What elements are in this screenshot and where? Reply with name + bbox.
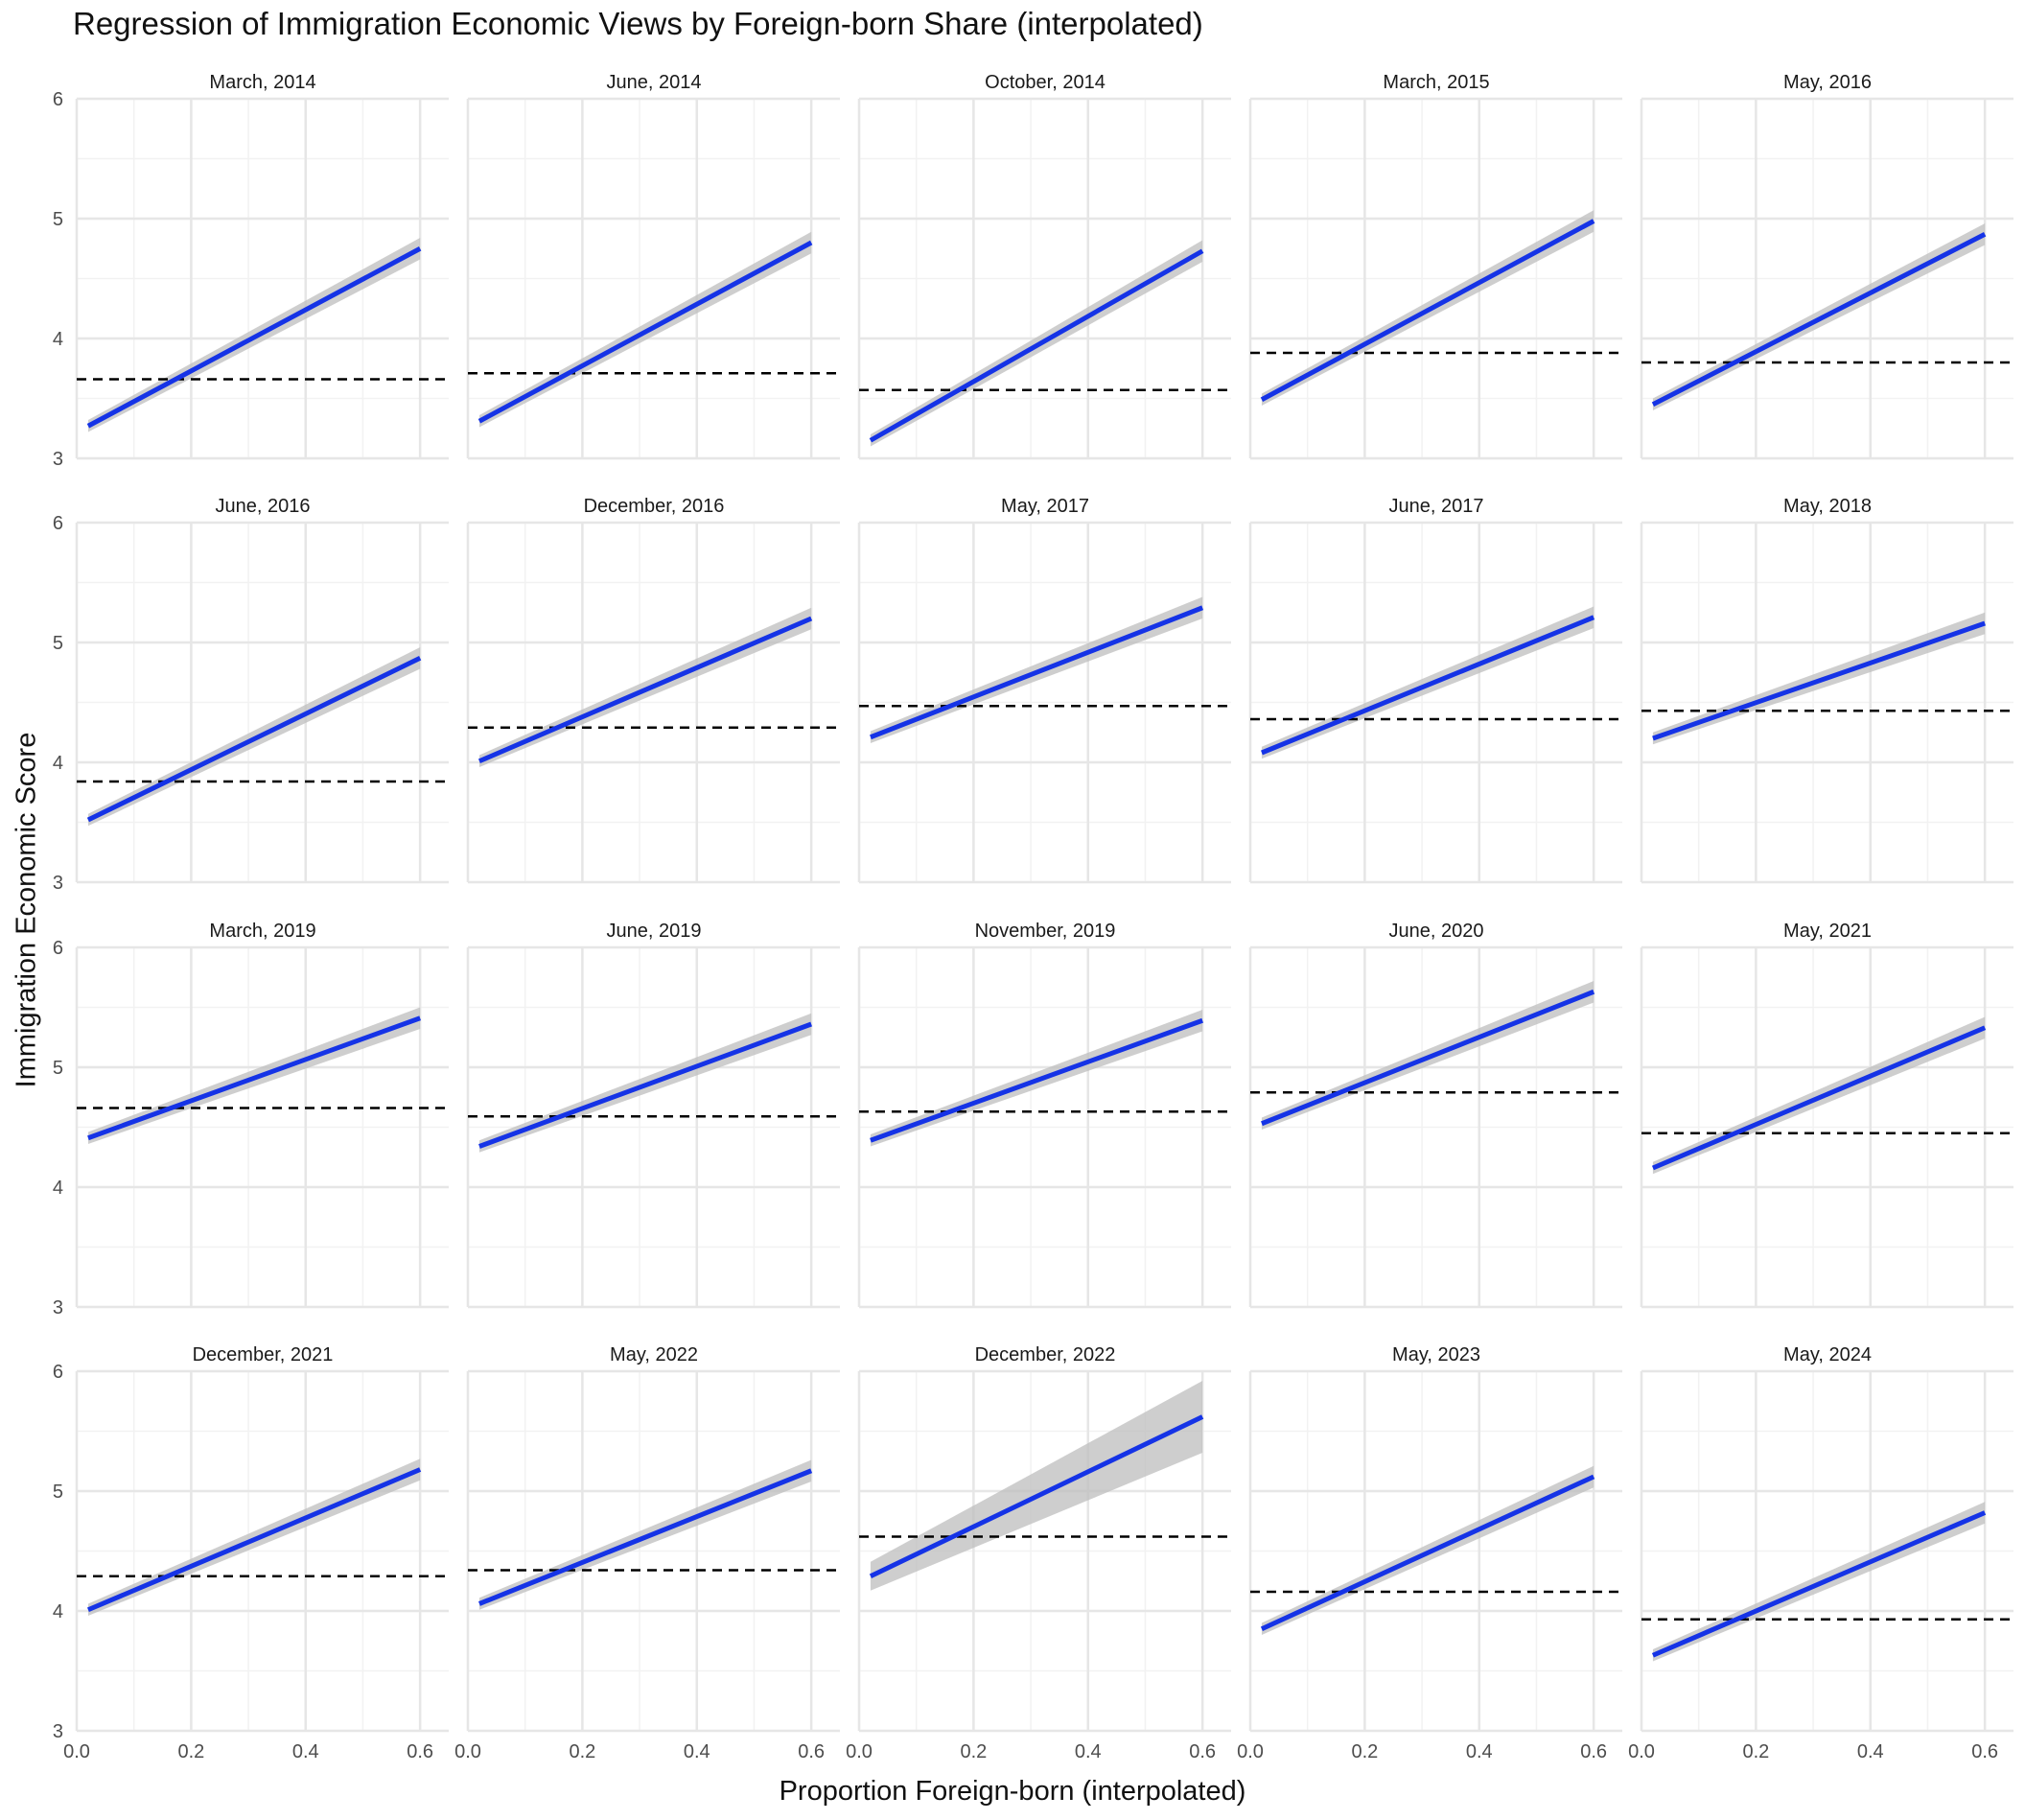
y-tick-label: 3	[53, 873, 63, 894]
facet-label: May, 2018	[1783, 496, 1872, 517]
regression-line	[869, 248, 1204, 443]
regression-line	[478, 1021, 813, 1149]
facet-label: December, 2016	[584, 496, 725, 517]
x-tick-label: 0.2	[960, 1741, 987, 1762]
x-tick-label: 0.6	[407, 1741, 433, 1762]
y-tick-label: 6	[53, 1362, 63, 1383]
y-tick-label: 4	[53, 1178, 63, 1199]
facet-label: June, 2017	[1389, 496, 1484, 517]
chart-title: Regression of Immigration Economic Views…	[73, 6, 1203, 41]
facet-label: October, 2014	[985, 72, 1106, 93]
y-tick-label: 5	[53, 1058, 63, 1079]
y-tick-label: 6	[53, 938, 63, 959]
facet-label: May, 2021	[1783, 921, 1872, 942]
regression-line	[1260, 219, 1595, 402]
regression-line	[1651, 232, 1987, 407]
x-tick-label: 0.6	[1580, 1741, 1607, 1762]
facet-label: June, 2020	[1389, 921, 1484, 942]
regression-line	[1651, 1025, 1987, 1171]
y-tick-label: 3	[53, 449, 63, 470]
y-tick-label: 6	[53, 89, 63, 110]
y-tick-label: 3	[53, 1297, 63, 1318]
y-tick-label: 3	[53, 1721, 63, 1742]
regression-line	[1260, 615, 1595, 756]
x-tick-label: 0.0	[454, 1741, 481, 1762]
x-axis-label: Proportion Foreign-born (interpolated)	[779, 1776, 1246, 1807]
x-tick-label: 0.4	[1857, 1741, 1884, 1762]
facet-label: June, 2016	[216, 496, 311, 517]
regression-line	[477, 240, 813, 424]
regression-line	[870, 605, 1204, 740]
facet-label: June, 2019	[607, 921, 702, 942]
x-tick-label: 0.6	[1189, 1741, 1216, 1762]
facet-label: May, 2024	[1783, 1344, 1872, 1365]
y-tick-label: 6	[53, 513, 63, 534]
x-tick-label: 0.6	[1971, 1741, 1998, 1762]
regression-line	[869, 1414, 1204, 1579]
y-tick-label: 5	[53, 209, 63, 230]
x-tick-label: 0.4	[292, 1741, 319, 1762]
x-tick-label: 0.0	[1628, 1741, 1655, 1762]
facet-label: May, 2016	[1783, 72, 1872, 93]
x-tick-label: 0.0	[63, 1741, 90, 1762]
x-tick-label: 0.0	[846, 1741, 873, 1762]
regression-line	[1260, 1474, 1595, 1632]
facet-label: June, 2014	[607, 72, 702, 93]
y-tick-label: 4	[53, 753, 63, 774]
x-tick-label: 0.4	[684, 1741, 710, 1762]
facet-label: May, 2022	[610, 1344, 698, 1365]
regression-line	[1261, 989, 1595, 1127]
regression-line	[86, 246, 422, 429]
y-tick-label: 5	[53, 633, 63, 654]
confidence-band	[870, 1381, 1203, 1591]
x-tick-label: 0.0	[1237, 1741, 1264, 1762]
y-tick-label: 5	[53, 1482, 63, 1503]
y-tick-label: 4	[53, 1601, 63, 1622]
x-tick-label: 0.2	[177, 1741, 204, 1762]
regression-line	[477, 616, 813, 764]
regression-line	[1652, 620, 1986, 741]
x-tick-label: 0.2	[1742, 1741, 1769, 1762]
regression-line	[86, 656, 422, 823]
facet-label: March, 2015	[1383, 72, 1489, 93]
facet-label: March, 2019	[209, 921, 315, 942]
regression-line	[870, 1017, 1204, 1143]
x-tick-label: 0.4	[1466, 1741, 1493, 1762]
facet-label: December, 2022	[975, 1344, 1116, 1365]
regression-line	[86, 1467, 422, 1613]
regression-line	[1651, 1510, 1987, 1658]
facet-label: March, 2014	[209, 72, 315, 93]
x-tick-label: 0.2	[1351, 1741, 1378, 1762]
facet-label: December, 2021	[193, 1344, 334, 1365]
y-axis-label: Immigration Economic Score	[11, 732, 42, 1088]
x-tick-label: 0.4	[1075, 1741, 1102, 1762]
facet-label: November, 2019	[975, 921, 1116, 942]
y-tick-label: 4	[53, 329, 63, 350]
regression-line	[87, 1015, 422, 1141]
regression-line	[478, 1468, 813, 1606]
facet-label: May, 2023	[1392, 1344, 1480, 1365]
facet-label: May, 2017	[1001, 496, 1089, 517]
x-tick-label: 0.2	[569, 1741, 595, 1762]
x-tick-label: 0.6	[798, 1741, 825, 1762]
